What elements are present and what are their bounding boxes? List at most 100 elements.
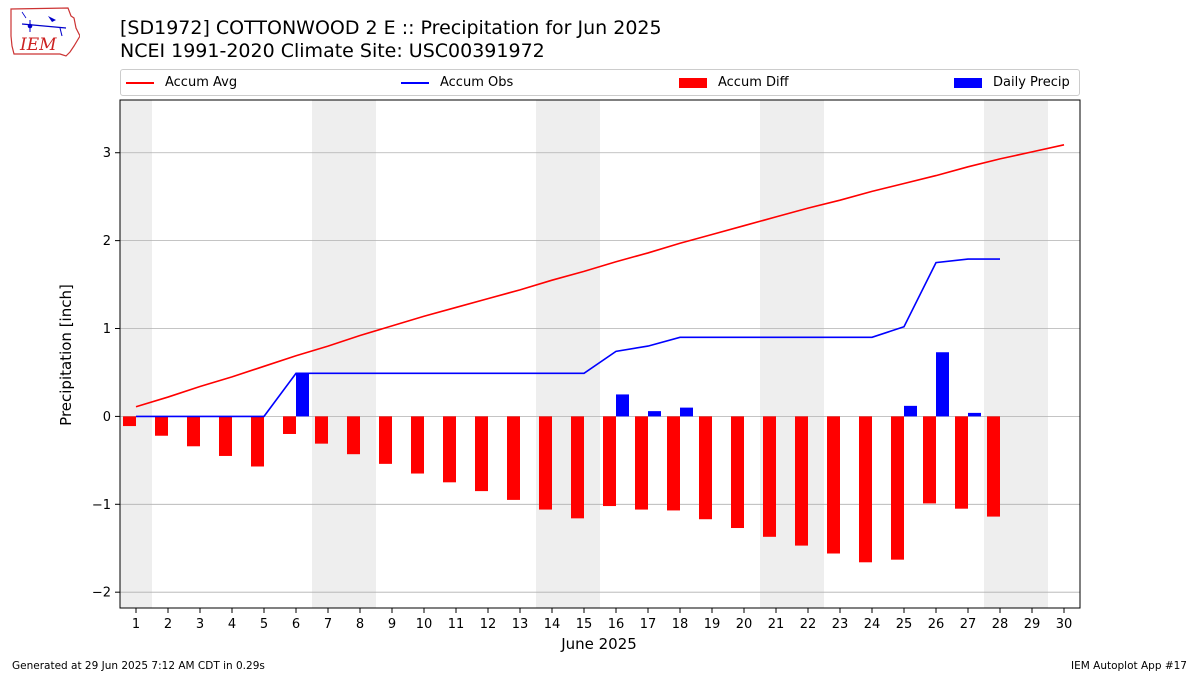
accum-obs-line (136, 258, 1000, 418)
legend-item-accum-diff: Accum Diff (679, 70, 789, 95)
legend-label-accum-obs: Accum Obs (440, 75, 514, 90)
x-tick-label: 18 (672, 617, 689, 632)
accum-diff-bar-day-16 (603, 416, 616, 507)
x-tick-label: 6 (292, 617, 300, 632)
daily-precip-bar-day-16 (616, 394, 629, 417)
accum-diff-bar-day-25 (891, 416, 904, 560)
x-tick-label: 8 (356, 617, 364, 632)
x-tick-label: 1 (132, 617, 140, 632)
accum-diff-bar-day-2 (155, 416, 168, 436)
chart-title: [SD1972] COTTONWOOD 2 E :: Precipitation… (120, 17, 662, 39)
accum-diff-bar-day-23 (827, 416, 840, 554)
x-tick-label: 9 (388, 617, 396, 632)
accum-diff-bar-day-7 (315, 416, 328, 444)
y-axis-label: Precipitation [inch] (57, 284, 75, 426)
x-tick-label: 25 (896, 617, 913, 632)
x-tick-label: 12 (480, 617, 497, 632)
accum-diff-bar-day-24 (859, 416, 872, 563)
accum-diff-bar-day-6 (283, 416, 296, 434)
x-tick-label: 26 (928, 617, 945, 632)
accum-diff-bar-day-10 (411, 416, 424, 474)
x-tick-label: 20 (736, 617, 753, 632)
x-tick-label: 10 (416, 617, 433, 632)
accum-diff-bar-day-12 (475, 416, 488, 492)
weekend-shade-day-29 (1016, 100, 1048, 608)
accum-diff-bar-day-4 (219, 416, 232, 456)
app-footer: IEM Autoplot App #17 (1071, 660, 1187, 672)
legend-swatch-accum-obs (401, 81, 429, 84)
daily-precip-bar-day-6 (296, 373, 309, 417)
y-tick-label: 3 (103, 146, 111, 161)
plot-frame (119, 99, 1081, 609)
x-tick-label: 29 (1024, 617, 1041, 632)
legend-label-accum-diff: Accum Diff (718, 75, 789, 90)
legend-item-daily-precip: Daily Precip (954, 70, 1070, 95)
weekend-shade-day-28 (984, 100, 1016, 608)
x-tick-label: 19 (704, 617, 721, 632)
legend-swatch-accum-avg (126, 81, 154, 84)
y-tick-label: 1 (103, 322, 111, 337)
iowa-state-outline (10, 7, 80, 57)
accum-diff-bar-day-14 (539, 416, 552, 510)
weekend-shade-day-7 (312, 100, 344, 608)
daily-precip-bar-day-26 (936, 352, 949, 417)
x-tick-label: 23 (832, 617, 849, 632)
weekend-shade-day-15 (568, 100, 600, 608)
x-tick-label: 2 (164, 617, 172, 632)
iem-logo: IEM (10, 7, 80, 57)
x-tick-label: 17 (640, 617, 657, 632)
legend-item-accum-avg: Accum Avg (126, 70, 237, 95)
y-tick-label: 2 (103, 234, 111, 249)
x-tick-label: 21 (768, 617, 785, 632)
weekend-shade-day-14 (536, 100, 568, 608)
y-tick-label: 0 (103, 410, 111, 425)
accum-diff-bar-day-3 (187, 416, 200, 447)
accum-diff-bar-day-17 (635, 416, 648, 510)
accum-diff-bar-day-13 (507, 416, 520, 500)
accum-diff-bar-day-1 (123, 416, 136, 427)
x-tick-label: 28 (992, 617, 1009, 632)
accum-diff-bar-day-9 (379, 416, 392, 464)
x-tick-label: 24 (864, 617, 881, 632)
accum-diff-bar-day-28 (987, 416, 1000, 517)
x-tick-label: 30 (1056, 617, 1073, 632)
accum-diff-bar-day-5 (251, 416, 264, 467)
legend-swatch-daily-precip (954, 77, 982, 88)
accum-diff-bar-day-18 (667, 416, 680, 511)
x-tick-label: 16 (608, 617, 625, 632)
accum-diff-bar-day-26 (923, 416, 936, 504)
legend-item-accum-obs: Accum Obs (401, 70, 513, 95)
generated-footer: Generated at 29 Jun 2025 7:12 AM CDT in … (12, 660, 265, 672)
x-tick-label: 22 (800, 617, 817, 632)
logo-text: IEM (19, 35, 57, 55)
daily-precip-bar-day-17 (648, 411, 661, 417)
x-tick-label: 4 (228, 617, 236, 632)
x-axis-label: June 2025 (561, 635, 637, 653)
weekend-shade-day-1 (120, 100, 152, 608)
legend-label-accum-avg: Accum Avg (165, 75, 238, 90)
accum-diff-bar-day-20 (731, 416, 744, 529)
daily-precip-bar-day-27 (968, 412, 981, 417)
x-tick-label: 3 (196, 617, 204, 632)
accum-diff-bar-day-27 (955, 416, 968, 509)
chart-subtitle: NCEI 1991-2020 Climate Site: USC00391972 (120, 40, 545, 62)
accum-avg-line (135, 144, 1065, 408)
weekend-shade-day-8 (344, 100, 376, 608)
x-tick-label: 13 (512, 617, 529, 632)
y-tick-label: −2 (92, 586, 111, 601)
accum-diff-bar-day-11 (443, 416, 456, 483)
accum-diff-bar-day-15 (571, 416, 584, 519)
chart-legend: Accum Avg Accum Obs Accum Diff Daily Pre… (120, 69, 1080, 96)
x-tick-label: 27 (960, 617, 977, 632)
x-tick-label: 5 (260, 617, 268, 632)
legend-label-daily-precip: Daily Precip (993, 75, 1070, 90)
daily-precip-bar-day-18 (680, 407, 693, 417)
accum-diff-bar-day-19 (699, 416, 712, 520)
x-tick-label: 11 (448, 617, 465, 632)
accum-diff-bar-day-22 (795, 416, 808, 546)
daily-precip-bar-day-25 (904, 405, 917, 417)
accum-diff-bar-day-21 (763, 416, 776, 537)
legend-swatch-accum-diff (679, 77, 707, 88)
x-tick-label: 14 (544, 617, 561, 632)
